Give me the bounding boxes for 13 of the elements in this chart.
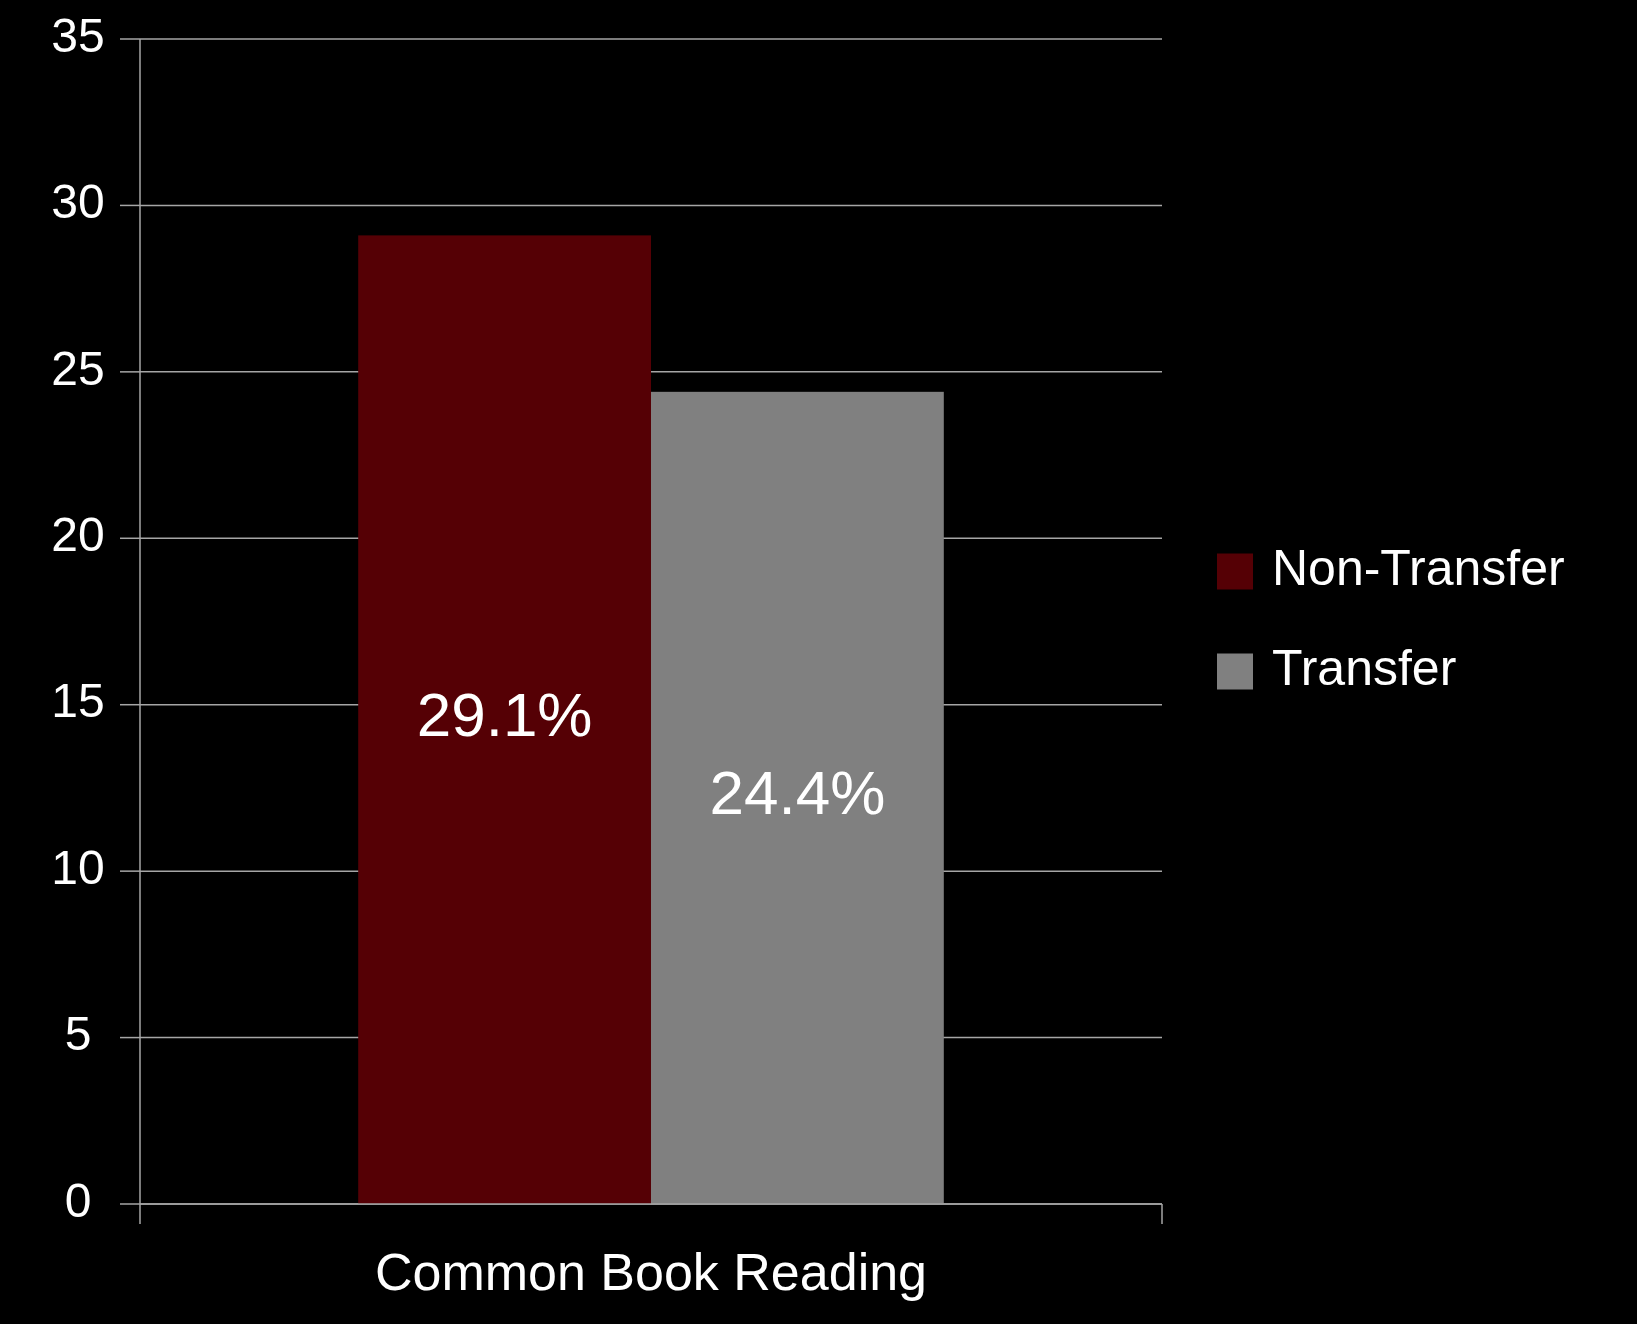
y-tick-label: 5 [64, 1007, 92, 1061]
data-label: 24.4% [709, 758, 886, 828]
y-tick-label: 25 [51, 341, 105, 395]
y-tick-label: 20 [51, 507, 105, 561]
y-tick-label: 30 [51, 175, 105, 229]
y-tick-label: 35 [51, 8, 105, 62]
legend-label: Non-Transfer [1272, 539, 1565, 596]
y-tick-label: 15 [51, 674, 105, 728]
data-label: 29.1% [416, 680, 593, 750]
y-tick-label: 0 [64, 1173, 92, 1227]
y-tick-label: 10 [51, 840, 105, 894]
x-tick-label: Common Book Reading [374, 1243, 928, 1301]
legend-label: Transfer [1272, 639, 1457, 696]
